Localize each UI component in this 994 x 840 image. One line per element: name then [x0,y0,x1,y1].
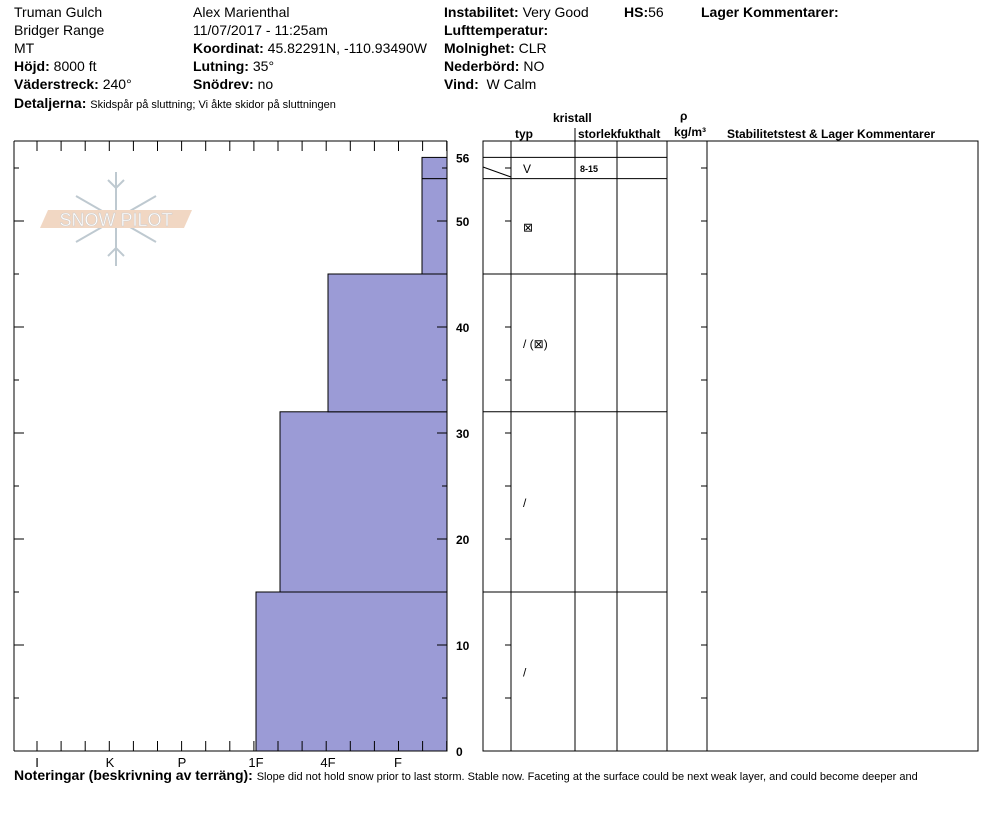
instability: Instabilitet: Very Good [444,3,589,21]
instability-label: Instabilitet: [444,4,519,20]
sky-label: Molnighet: [444,40,515,56]
range: Bridger Range [14,22,105,38]
svg-text:SNOW PILOT: SNOW PILOT [59,210,172,230]
crystal-type: / (⊠) [523,337,548,351]
header-comments: Stabilitetstest & Lager Kommentarer [727,127,936,141]
aspect-value: 240° [102,76,132,92]
aspect-label: Väderstreck: [14,76,99,92]
state: MT [14,40,35,56]
coord-label: Koordinat: [193,40,264,56]
aspect: Väderstreck: 240° [14,75,132,93]
y-tick-label: 10 [456,639,470,653]
notes-label: Noteringar (beskrivning av terräng): [14,767,253,783]
y-tick-label: 56 [456,151,470,165]
sky: Molnighet: CLR [444,39,547,57]
snowpilot-logo: SNOW PILOT [40,172,192,266]
crystal-type: / [523,666,527,680]
y-tick-label: 30 [456,427,470,441]
layer-connector-slant [482,166,512,178]
layer-table [482,140,979,752]
elevation: Höjd: 8000 ft [14,57,96,75]
datetime: 11/07/2017 - 11:25am [193,22,328,38]
wind-label: Vind: [444,76,479,92]
header-crystal: kristall [553,111,592,125]
wind-value: W Calm [486,76,537,92]
x-tick-label: I [35,755,39,770]
airtemp-label: Lufttemperatur: [444,22,549,38]
crystal-type: ⊠ [523,220,533,234]
precip-value: NO [523,58,545,74]
observer: Alex Marienthal [193,4,290,20]
x-tick-label: P [178,755,187,770]
elevation-value: 8000 ft [53,58,97,74]
header-moisture: fukthalt [617,127,661,141]
coordinates: Koordinat: 45.82291N, -110.93490W [193,39,427,57]
drift-label: Snödrev: [193,76,254,92]
hardness-layer [279,411,448,593]
y-tick-label: 20 [456,533,470,547]
crystal-type: V [523,162,531,176]
slope-label: Lutning: [193,58,249,74]
coord-value: 45.82291N, -110.93490W [267,40,427,56]
elevation-label: Höjd: [14,58,50,74]
x-tick-label: K [106,755,115,770]
hs: HS:56 [624,3,664,21]
location: Truman Gulch [14,4,103,20]
notes-value: Slope did not hold snow prior to last st… [256,771,918,783]
header-type: typ [515,127,533,141]
details-label: Detaljerna: [14,95,87,111]
x-tick-label: F [394,755,402,770]
layer-comments-label: Lager Kommentarer: [701,4,839,20]
notes: Noteringar (beskrivning av terräng): Slo… [14,766,918,786]
crystal-size: 8-15 [580,164,598,174]
wind: Vind: W Calm [444,75,536,93]
drift-value: no [257,76,274,92]
details-value: Skidspår på sluttning; Vi åkte skidor på… [90,99,336,111]
precip: Nederbörd: NO [444,57,544,75]
header-size: storlek [578,127,618,141]
slope: Lutning: 35° [193,57,274,75]
x-tick-label: 1F [248,755,263,770]
hardness-layer [421,178,448,275]
y-tick-label: 50 [456,215,470,229]
hs-label: HS: [624,4,649,20]
details: Detaljerna: Skidspår på sluttning; Vi åk… [14,94,336,114]
hs-value: 56 [648,4,664,20]
slope-value: 35° [252,58,275,74]
header-density: kg/m³ [674,125,707,139]
crystal-type: / [523,496,527,510]
y-tick-label: 40 [456,321,470,335]
header-rho: ρ [680,109,688,123]
instability-value: Very Good [522,4,589,20]
drift: Snödrev: no [193,75,273,93]
x-tick-label: 4F [320,755,335,770]
hardness-layer [255,591,448,752]
hardness-layer [327,273,448,413]
precip-label: Nederbörd: [444,58,520,74]
y-tick-label: 0 [456,745,463,759]
sky-value: CLR [518,40,547,56]
